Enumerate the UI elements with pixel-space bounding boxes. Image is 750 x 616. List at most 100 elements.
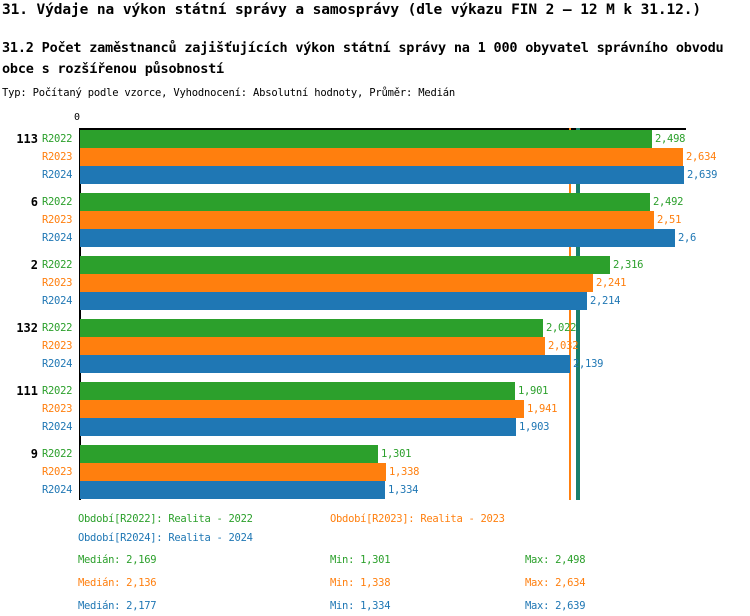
series-row-label: R2024 — [42, 295, 73, 307]
bar-group: 113 R2022 2,498 R2023 2,634 R2024 2,639 — [0, 130, 750, 184]
bar-r2024[interactable] — [80, 229, 675, 247]
legend-min-2: Min: 1,334 — [330, 600, 391, 612]
bar-group: 6 R2022 2,492 R2023 2,51 R2024 2,6 — [0, 193, 750, 247]
group-key-label: 9 — [30, 447, 38, 461]
bar-value-label: 2,316 — [613, 259, 644, 271]
series-row-label: R2024 — [42, 421, 73, 433]
legend-median-0: Medián: 2,169 — [78, 554, 157, 566]
bar-value-label: 2,6 — [678, 232, 697, 244]
legend-min-0: Min: 1,301 — [330, 554, 391, 566]
series-row-label: R2024 — [42, 484, 73, 496]
bar-r2022[interactable] — [80, 130, 652, 148]
bar-chart-plot-area: 0 113 R2022 2,498 R2023 2,634 R2024 2,639 6 R202… — [0, 110, 750, 500]
legend-median-2: Medián: 2,177 — [78, 600, 157, 612]
bar-r2022[interactable] — [80, 445, 378, 463]
bar-value-label: 1,338 — [389, 466, 420, 478]
bar-row: R2024 2,639 — [0, 166, 750, 184]
bar-r2024[interactable] — [80, 481, 385, 499]
median-line-r2022 — [576, 128, 579, 500]
bar-row: R2023 2,032 — [0, 337, 750, 355]
group-key-label: 111 — [16, 384, 38, 398]
bar-r2024[interactable] — [80, 418, 516, 436]
bar-value-label: 2,498 — [655, 133, 686, 145]
bar-value-label: 1,301 — [381, 448, 412, 460]
series-row-label: R2023 — [42, 340, 73, 352]
series-row-label: R2023 — [42, 151, 73, 163]
group-key-label: 113 — [16, 132, 38, 146]
bar-value-label: 2,032 — [548, 340, 579, 352]
bar-r2023[interactable] — [80, 148, 683, 166]
bar-row: R2024 2,6 — [0, 229, 750, 247]
series-row-label: R2023 — [42, 403, 73, 415]
bar-row: R2022 2,492 — [0, 193, 750, 211]
group-key-label: 2 — [30, 258, 38, 272]
bar-r2022[interactable] — [80, 319, 543, 337]
series-row-label: R2022 — [42, 448, 73, 460]
bar-r2023[interactable] — [80, 337, 545, 355]
legend-entry-r2023: Období[R2023]: Realita - 2023 — [330, 513, 505, 525]
bar-row: R2022 1,301 — [0, 445, 750, 463]
bar-r2023[interactable] — [80, 400, 524, 418]
series-row-label: R2024 — [42, 169, 73, 181]
bar-group: 2 R2022 2,316 R2023 2,241 R2024 2,214 — [0, 256, 750, 310]
bar-row: R2023 2,634 — [0, 148, 750, 166]
bar-group: 9 R2022 1,301 R2023 1,338 R2024 1,334 — [0, 445, 750, 499]
bar-value-label: 1,941 — [527, 403, 558, 415]
series-row-label: R2023 — [42, 277, 73, 289]
x-axis-top-line — [79, 128, 686, 130]
bar-row: R2022 2,498 — [0, 130, 750, 148]
axis-zero-tick-label: 0 — [74, 112, 81, 123]
bar-value-label: 2,214 — [590, 295, 621, 307]
bar-value-label: 2,634 — [686, 151, 717, 163]
legend-median-1: Medián: 2,136 — [78, 577, 157, 589]
bar-r2022[interactable] — [80, 382, 515, 400]
legend-max-1: Max: 2,634 — [525, 577, 586, 589]
bar-value-label: 1,334 — [388, 484, 419, 496]
bar-r2023[interactable] — [80, 463, 386, 481]
bar-r2023[interactable] — [80, 211, 654, 229]
bar-row: R2023 1,941 — [0, 400, 750, 418]
group-key-label: 132 — [16, 321, 38, 335]
bar-value-label: 2,022 — [546, 322, 577, 334]
bar-row: R2024 1,903 — [0, 418, 750, 436]
bar-value-label: 1,901 — [518, 385, 549, 397]
median-line-r2023 — [568, 128, 571, 500]
bar-value-label: 2,241 — [596, 277, 627, 289]
legend-max-0: Max: 2,498 — [525, 554, 586, 566]
bar-r2022[interactable] — [80, 193, 650, 211]
chart-meta-line: Typ: Počítaný podle vzorce, Vyhodnocení:… — [2, 87, 455, 99]
legend-min-1: Min: 1,338 — [330, 577, 391, 589]
series-row-label: R2022 — [42, 196, 73, 208]
page-title: 31. Výdaje na výkon státní správy a samo… — [2, 2, 702, 18]
bar-r2022[interactable] — [80, 256, 610, 274]
series-row-label: R2023 — [42, 466, 73, 478]
series-row-label: R2022 — [42, 385, 73, 397]
bar-row: R2023 2,51 — [0, 211, 750, 229]
bar-r2024[interactable] — [80, 355, 570, 373]
chart-legend: Období[R2022]: Realita - 2022 Období[R202… — [0, 503, 750, 616]
bar-row: R2022 2,022 — [0, 319, 750, 337]
series-row-label: R2024 — [42, 358, 73, 370]
group-key-label: 6 — [30, 195, 38, 209]
bar-value-label: 1,903 — [519, 421, 550, 433]
bar-r2024[interactable] — [80, 166, 684, 184]
series-row-label: R2023 — [42, 214, 73, 226]
bar-row: R2023 1,338 — [0, 463, 750, 481]
series-row-label: R2024 — [42, 232, 73, 244]
y-axis-line — [79, 128, 81, 500]
bar-group: 111 R2022 1,901 R2023 1,941 R2024 1,903 — [0, 382, 750, 436]
bar-row: R2022 1,901 — [0, 382, 750, 400]
bar-group: 132 R2022 2,022 R2023 2,032 R2024 2,139 — [0, 319, 750, 373]
bar-row: R2024 1,334 — [0, 481, 750, 499]
bar-row: R2022 2,316 — [0, 256, 750, 274]
bar-row: R2024 2,214 — [0, 292, 750, 310]
legend-entry-r2024: Období[R2024]: Realita - 2024 — [78, 532, 253, 544]
series-row-label: R2022 — [42, 259, 73, 271]
bar-row: R2023 2,241 — [0, 274, 750, 292]
legend-entry-r2022: Období[R2022]: Realita - 2022 — [78, 513, 253, 525]
bar-r2024[interactable] — [80, 292, 587, 310]
bar-r2023[interactable] — [80, 274, 593, 292]
series-row-label: R2022 — [42, 133, 73, 145]
chart-subtitle: 31.2 Počet zaměstnanců zajišťujících výk… — [2, 40, 724, 77]
bar-row: R2024 2,139 — [0, 355, 750, 373]
